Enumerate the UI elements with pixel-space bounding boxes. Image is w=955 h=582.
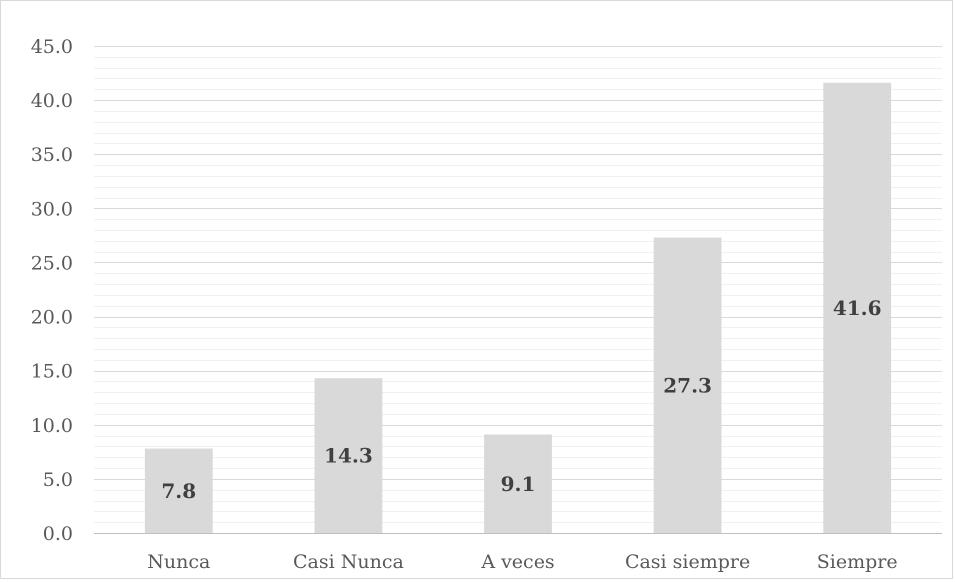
y-tick-label: 45.0 xyxy=(31,36,73,58)
y-tick-label: 10.0 xyxy=(31,415,73,437)
bar xyxy=(823,82,892,533)
bars xyxy=(144,82,892,533)
x-tick-label: Casi Nunca xyxy=(293,551,404,573)
x-tick-label: A veces xyxy=(480,551,554,573)
data-label: 27.3 xyxy=(663,373,712,397)
y-tick-label: 35.0 xyxy=(31,144,73,166)
bar xyxy=(484,434,552,533)
data-label: 7.8 xyxy=(161,479,196,503)
y-tick-label: 0.0 xyxy=(43,523,73,545)
y-tick-label: 20.0 xyxy=(31,307,73,329)
data-label: 14.3 xyxy=(324,444,373,468)
y-tick-label: 5.0 xyxy=(43,469,73,491)
x-tick-label: Casi siempre xyxy=(625,551,750,573)
y-tick-label: 30.0 xyxy=(31,198,73,220)
data-label: 41.6 xyxy=(833,296,882,320)
grid-lines xyxy=(94,46,942,523)
y-tick-label: 40.0 xyxy=(31,90,73,112)
x-tick-label: Nunca xyxy=(147,551,210,573)
x-tick-label: Siempre xyxy=(817,551,898,573)
data-label: 9.1 xyxy=(501,472,536,496)
bar xyxy=(653,237,722,533)
bar xyxy=(314,378,383,533)
y-tick-label: 25.0 xyxy=(31,252,73,274)
y-tick-label: 15.0 xyxy=(31,361,73,383)
labels: 0.0 5.0 10.0 15.0 20.0 25.0 30.0 35.0 40.0 45.0 7.… xyxy=(31,36,898,573)
bar xyxy=(144,448,213,533)
